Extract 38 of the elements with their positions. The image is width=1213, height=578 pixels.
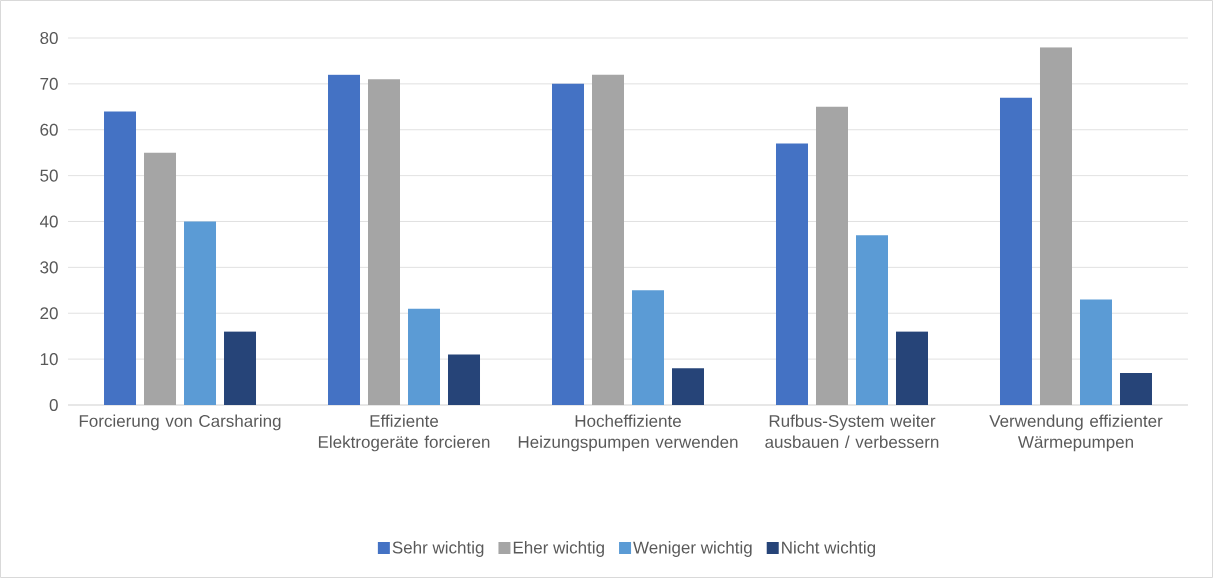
y-tick-label: 70 xyxy=(40,77,58,90)
x-tick-label: Effiziente Elektrogeräte forcieren xyxy=(318,414,490,452)
bar xyxy=(776,143,808,405)
bar xyxy=(816,106,848,405)
bar xyxy=(184,221,217,405)
bar xyxy=(856,235,888,405)
y-tick-label: 10 xyxy=(40,353,58,366)
bar xyxy=(1039,47,1072,405)
bar xyxy=(1079,299,1112,405)
bar xyxy=(408,308,441,405)
y-tick-label: 20 xyxy=(40,307,58,320)
legend-label: Eher wichtig xyxy=(513,541,604,557)
legend-label: Sehr wichtig xyxy=(392,541,484,557)
bar xyxy=(1119,372,1152,405)
bar xyxy=(328,74,361,405)
bar xyxy=(144,152,177,405)
y-tick-label: 80 xyxy=(40,31,58,45)
y-tick-label: 0 xyxy=(49,398,58,412)
y-tick-label: 60 xyxy=(40,123,58,136)
bar xyxy=(552,83,585,405)
legend-label: Weniger wichtig xyxy=(633,541,752,557)
bar xyxy=(896,331,928,405)
bar xyxy=(224,331,257,405)
x-tick-label: Verwendung effizienter Wärmepumpen xyxy=(989,414,1163,452)
x-tick-label: Forcierung von Carsharing xyxy=(79,414,281,431)
y-tick-label: 30 xyxy=(40,261,58,274)
x-tick-label: Rufbus-System weiter ausbauen / verbessern xyxy=(765,414,939,449)
bar xyxy=(672,368,704,405)
y-tick-label: 40 xyxy=(39,215,58,228)
bar xyxy=(104,111,137,405)
bar xyxy=(448,354,481,405)
y-tick-label: 50 xyxy=(40,169,58,182)
bar xyxy=(1000,97,1032,405)
x-tick-label: Hocheffiziente Heizungspumpen verwenden xyxy=(518,414,738,452)
bar xyxy=(592,74,624,405)
bar xyxy=(368,79,401,405)
legend-label: Nicht wichtig xyxy=(782,541,876,557)
bar xyxy=(632,290,664,405)
